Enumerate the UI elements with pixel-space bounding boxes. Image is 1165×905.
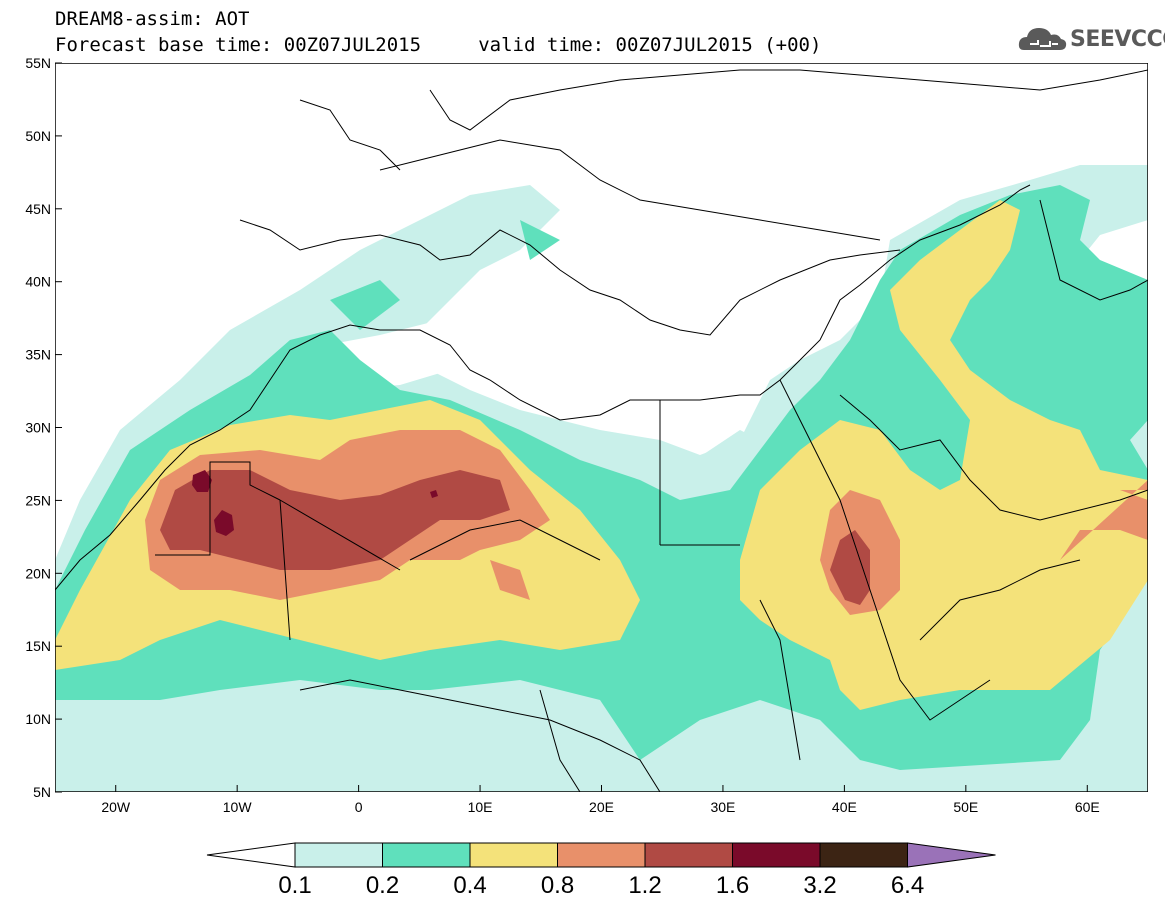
colorbar-swatch — [294, 842, 383, 868]
colorbar-swatch — [469, 842, 558, 868]
colorbar-swatch — [644, 842, 733, 868]
colorbar-label: 6.4 — [891, 872, 924, 899]
longitude-axis: 20W 10W 0 10E 20E 30E 40E 50E 60E — [101, 785, 1100, 815]
lon-tick-label: 40E — [832, 799, 857, 815]
lat-tick-label: 30N — [25, 420, 51, 436]
colorbar-swatch — [819, 842, 908, 868]
seevccc-logo: SEEVCCC — [1018, 22, 1165, 58]
lat-tick-label: 5N — [33, 784, 51, 800]
lat-tick-label: 20N — [25, 565, 51, 581]
colorbar-label: 3.2 — [803, 872, 836, 899]
colorbar-label: 0.4 — [453, 872, 486, 899]
colorbar-swatch — [557, 842, 646, 868]
lat-tick-label: 40N — [25, 274, 51, 290]
colorbar-label: 0.8 — [541, 872, 574, 899]
lat-tick-label: 55N — [25, 55, 51, 71]
colorbar-swatch — [732, 842, 821, 868]
latitude-axis: 5N 10N 15N 20N 25N 30N 35N 40N 45N 50N 55N — [25, 55, 62, 800]
lon-tick-label: 30E — [710, 799, 735, 815]
lon-tick-label: 0 — [355, 799, 363, 815]
logo-text: SEEVCCC — [1070, 27, 1165, 52]
lat-tick-label: 25N — [25, 492, 51, 508]
lon-tick-label: 10W — [223, 799, 253, 815]
colorbar-label: 0.1 — [278, 872, 311, 899]
lat-tick-label: 50N — [25, 128, 51, 144]
colorbar-swatch — [382, 842, 471, 868]
map-title: DREAM8-assim: AOT — [55, 8, 250, 30]
lon-tick-label: 50E — [953, 799, 978, 815]
coastlines-borders — [55, 69, 1148, 792]
colorbar-under-arrow — [206, 842, 296, 868]
aot-contours — [55, 63, 1148, 792]
lat-tick-label: 15N — [25, 638, 51, 654]
aot-band-1.2 — [160, 470, 870, 605]
lon-tick-label: 20E — [589, 799, 614, 815]
colorbar-label: 1.6 — [716, 872, 749, 899]
colorbar-label: 1.2 — [628, 872, 661, 899]
lon-tick-label: 20W — [101, 799, 131, 815]
colorbar: 0.1 0.2 0.4 0.8 1.2 1.6 3.2 6.4 — [206, 842, 996, 899]
colorbar-label: 0.2 — [366, 872, 399, 899]
cloud-icon — [1018, 28, 1067, 50]
lat-tick-label: 45N — [25, 201, 51, 217]
lon-tick-label: 60E — [1075, 799, 1100, 815]
lon-tick-label: 10E — [468, 799, 493, 815]
colorbar-over-arrow — [907, 842, 996, 868]
lat-tick-label: 35N — [25, 347, 51, 363]
forecast-time-line: Forecast base time: 00Z07JUL2015 valid t… — [55, 34, 822, 56]
lat-tick-label: 10N — [25, 711, 51, 727]
aot-band-1.6 — [192, 470, 438, 536]
